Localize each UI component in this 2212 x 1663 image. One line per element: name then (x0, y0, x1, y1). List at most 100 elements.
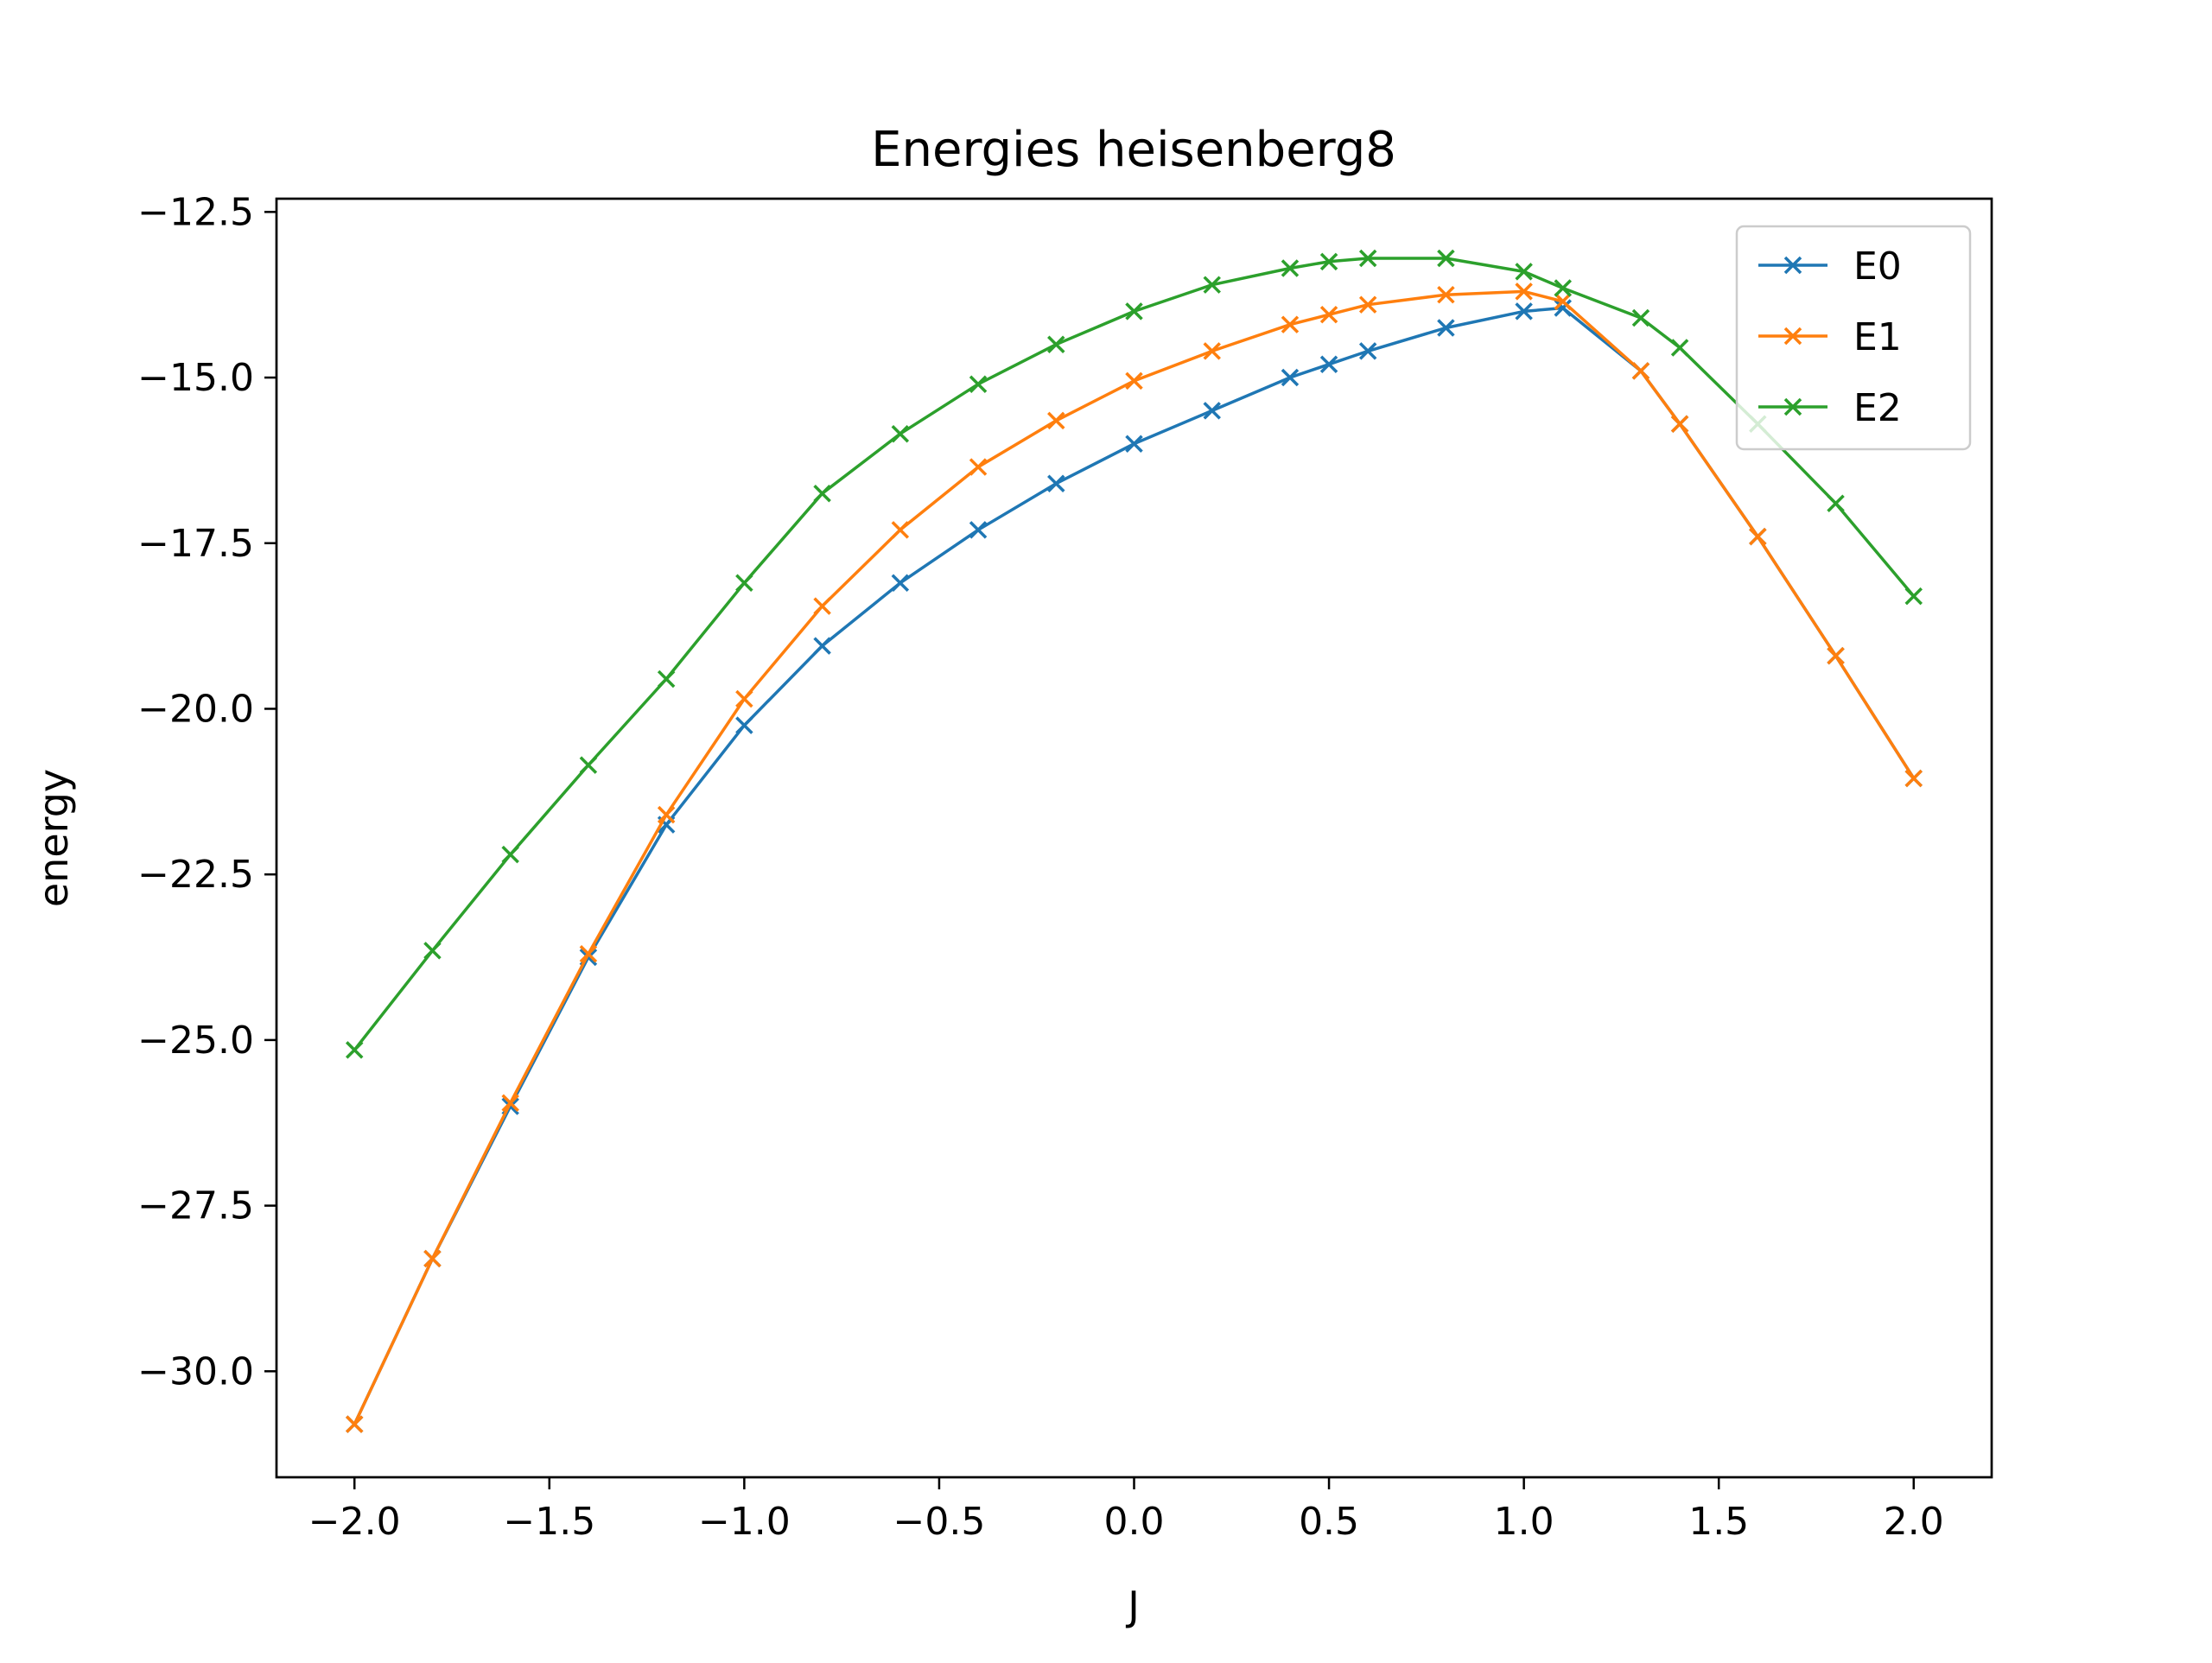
data-point-marker (579, 944, 598, 963)
data-point-marker (1827, 646, 1845, 665)
marker-stroke (735, 716, 753, 734)
data-point-marker (1437, 319, 1455, 337)
data-point-marker (1670, 339, 1689, 357)
data-point-marker (1125, 435, 1143, 453)
marker-stroke (1319, 305, 1338, 324)
marker-stroke (1437, 249, 1455, 268)
marker-stroke (1281, 315, 1300, 333)
y-tick-label: −20.0 (137, 687, 254, 731)
data-point-marker (735, 689, 753, 708)
marker-stroke (1358, 342, 1377, 360)
series-e1 (345, 282, 1923, 1433)
data-point-marker (1125, 371, 1143, 390)
legend: E0 E1 E2 (1735, 225, 1972, 451)
data-point-marker (1358, 295, 1377, 314)
marker-stroke (1749, 527, 1767, 546)
data-point-marker (891, 574, 910, 593)
y-tick-label: −17.5 (137, 522, 254, 566)
data-point-marker (1319, 355, 1338, 373)
marker-stroke (1047, 411, 1065, 430)
data-point-marker (1203, 276, 1221, 294)
legend-box (1735, 225, 1972, 451)
data-point-marker (1203, 342, 1221, 360)
marker-stroke (813, 597, 831, 615)
marker-stroke (1203, 276, 1221, 294)
data-point-marker (813, 597, 831, 615)
y-axis-label: energy (30, 769, 77, 907)
data-point-marker (735, 574, 753, 593)
legend-item-e2: E2 (1758, 386, 1902, 430)
data-point-marker (1631, 362, 1650, 380)
data-point-marker (1515, 282, 1533, 301)
marker-stroke (1631, 308, 1650, 327)
data-point-marker (1554, 299, 1572, 317)
marker-stroke (1281, 368, 1300, 387)
data-point-marker (345, 1415, 364, 1433)
data-point-marker (1554, 292, 1572, 311)
marker-stroke (813, 485, 831, 503)
marker-stroke (501, 845, 519, 864)
data-point-marker (1827, 494, 1845, 512)
marker-stroke (1281, 259, 1300, 277)
legend-item-e0: E0 (1758, 244, 1902, 289)
data-point-marker (657, 805, 676, 824)
legend-label: E2 (1853, 386, 1902, 430)
marker-stroke (1554, 299, 1572, 317)
marker-stroke (1358, 249, 1377, 268)
marker-stroke (579, 756, 598, 774)
marker-stroke (1358, 295, 1377, 314)
data-point-marker (1319, 305, 1338, 324)
marker-stroke (423, 1249, 442, 1268)
x-axis-label: J (1125, 1583, 1140, 1629)
data-point-marker (657, 670, 676, 689)
data-point-marker (813, 637, 831, 655)
data-point-marker (1047, 474, 1065, 492)
legend-item-e1: E1 (1758, 315, 1902, 359)
marker-stroke (1554, 292, 1572, 311)
data-point-marker (1203, 402, 1221, 420)
x-tick-label: 1.0 (1494, 1500, 1554, 1544)
data-point-marker (1281, 259, 1300, 277)
data-point-marker (1437, 249, 1455, 268)
data-point-marker (969, 458, 988, 476)
y-tick-label: −25.0 (137, 1019, 254, 1063)
legend-marker (1783, 256, 1802, 275)
marker-stroke (657, 805, 676, 824)
data-point-marker (1319, 252, 1338, 271)
marker-stroke (1515, 282, 1533, 301)
marker-stroke (1125, 371, 1143, 390)
data-point-marker (579, 756, 598, 774)
marker-stroke (1047, 335, 1065, 353)
y-tick-label: −27.5 (137, 1184, 254, 1228)
y-tick-label: −12.5 (137, 190, 254, 234)
x-tick-label: −2.0 (308, 1500, 401, 1544)
data-point-marker (1047, 411, 1065, 430)
x-tick-label: 0.5 (1299, 1500, 1359, 1544)
marker-stroke (1319, 355, 1338, 373)
data-point-marker (1281, 315, 1300, 333)
series-layer (345, 249, 1923, 1433)
data-point-marker (1358, 342, 1377, 360)
data-point-marker (1125, 302, 1143, 321)
marker-stroke (1670, 339, 1689, 357)
marker-stroke (1125, 302, 1143, 321)
data-point-marker (1358, 249, 1377, 268)
marker-stroke (657, 670, 676, 689)
legend-label: E0 (1853, 244, 1902, 289)
data-point-marker (1749, 527, 1767, 546)
marker-stroke (1125, 435, 1143, 453)
marker-stroke (1904, 587, 1923, 606)
x-axis-ticks: −2.0 −1.5 −1.0 −0.5 0.0 0.5 1.0 1.5 2.0 (308, 1477, 1944, 1544)
x-tick-label: 1.5 (1688, 1500, 1749, 1544)
data-point-marker (1437, 285, 1455, 304)
marker-stroke (1904, 769, 1923, 788)
marker-stroke (891, 521, 910, 539)
data-point-marker (1515, 302, 1533, 321)
y-tick-label: −30.0 (137, 1349, 254, 1393)
legend-marker (1783, 397, 1802, 416)
data-point-marker (1281, 368, 1300, 387)
legend-items: E0 E1 E2 (1758, 244, 1902, 430)
data-point-marker (1631, 308, 1650, 327)
